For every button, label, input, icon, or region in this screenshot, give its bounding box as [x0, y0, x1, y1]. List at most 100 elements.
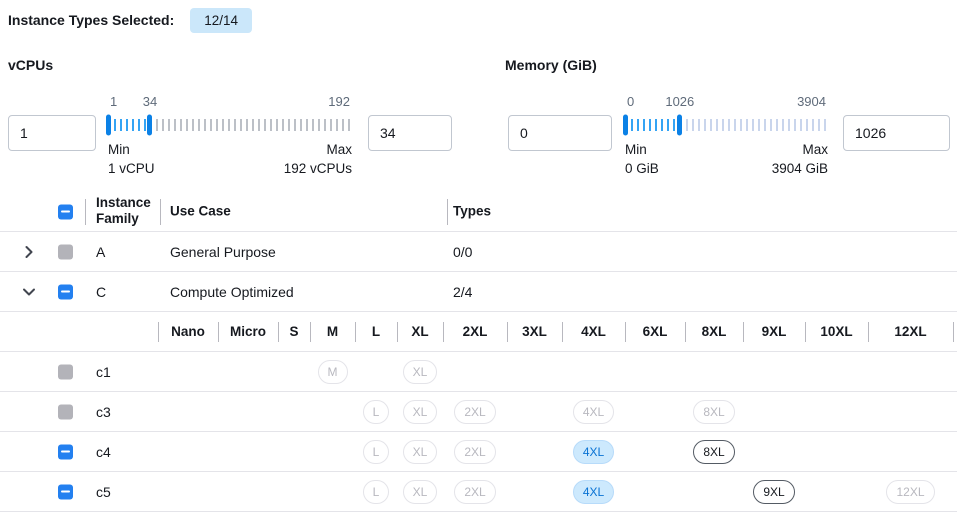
c4-9xl-cell [743, 432, 805, 471]
vcpus-slider-handle-min[interactable] [106, 114, 111, 136]
c1-micro-cell [218, 352, 278, 391]
memory-slider-handle-max[interactable] [676, 114, 682, 136]
family-checkbox-a [58, 244, 73, 259]
family-use-case: General Purpose [170, 243, 276, 260]
c5-9xl-pill[interactable]: 9XL [753, 479, 795, 504]
c5-s-cell [278, 472, 310, 511]
column-header-use-case: Use Case [170, 203, 231, 219]
c3-4xl-cell: 4XL [562, 392, 625, 431]
c3-l-pill: L [362, 399, 390, 424]
instance-size-pills: M XL [158, 352, 953, 391]
vcpus-ticks-selected [108, 119, 150, 131]
size-columns: Nano Micro S M L XL 2XL 3XL 4XL 6XL 8XL 9XL 10XL 12XL [158, 312, 953, 351]
memory-min-label: Min [625, 142, 647, 157]
family-row: C Compute Optimized 2/4 [0, 272, 957, 312]
c1-2xl-cell [443, 352, 507, 391]
size-column-header-xl: XL [397, 312, 443, 351]
family-name: A [96, 243, 106, 260]
chevron-right-icon[interactable] [21, 244, 37, 260]
indeterminate-dash-icon [61, 290, 70, 293]
selection-summary: Instance Types Selected: 12/14 [8, 6, 253, 34]
size-column-header-3xl: 3XL [507, 312, 562, 351]
c1-9xl-cell [743, 352, 805, 391]
c4-2xl-pill: 2XL [454, 439, 496, 464]
indeterminate-dash-icon [61, 210, 70, 213]
vcpus-max-input[interactable] [368, 115, 452, 151]
c4-8xl-pill[interactable]: 8XL [693, 439, 735, 464]
c4-4xl-pill[interactable]: 4XL [572, 439, 615, 464]
c3-l-cell: L [355, 392, 397, 431]
c5-l-cell: L [355, 472, 397, 511]
indeterminate-dash-icon [61, 450, 70, 453]
c1-l-cell [355, 352, 397, 391]
c4-nano-cell [158, 432, 218, 471]
c5-4xl-cell: 4XL [562, 472, 625, 511]
size-column-header-2xl: 2XL [443, 312, 507, 351]
family-row: A General Purpose 0/0 [0, 232, 957, 272]
size-column-header-10xl: 10XL [805, 312, 868, 351]
c1-m-pill: M [317, 359, 348, 384]
select-all-checkbox[interactable] [58, 204, 73, 219]
c3-2xl-cell: 2XL [443, 392, 507, 431]
c1-m-cell: M [310, 352, 355, 391]
c4-8xl-cell: 8XL [685, 432, 743, 471]
vcpus-scale-current: 34 [142, 94, 158, 109]
c4-micro-cell [218, 432, 278, 471]
c5-2xl-cell: 2XL [443, 472, 507, 511]
vcpus-slider-handle-max[interactable] [146, 114, 152, 136]
memory-slider-handle-min[interactable] [623, 114, 628, 136]
c5-12xl-cell: 12XL [868, 472, 953, 511]
c5-8xl-cell [685, 472, 743, 511]
c5-checkbox[interactable] [58, 484, 73, 499]
memory-slider-track[interactable] [623, 113, 828, 137]
c5-4xl-pill[interactable]: 4XL [572, 479, 615, 504]
c3-3xl-cell [507, 392, 562, 431]
instance-name: c4 [96, 443, 111, 460]
memory-min-sub: 0 GiB [625, 160, 659, 176]
vcpus-scale-min: 1 [110, 94, 118, 109]
c5-9xl-cell: 9XL [743, 472, 805, 511]
c3-s-cell [278, 392, 310, 431]
instance-size-pills: L XL 2XL 4XL 8XL [158, 392, 953, 431]
c1-xl-pill: XL [402, 359, 438, 384]
instance-name: c5 [96, 483, 111, 500]
c5-12xl-pill: 12XL [886, 479, 935, 504]
c5-6xl-cell [625, 472, 685, 511]
c4-10xl-cell [805, 432, 868, 471]
instance-size-pills: L XL 2XL 4XL 8XL [158, 432, 953, 471]
c3-6xl-cell [625, 392, 685, 431]
memory-max-input[interactable] [843, 115, 950, 151]
c3-9xl-cell [743, 392, 805, 431]
table-header-row: Instance Family Use Case Types [0, 192, 957, 232]
memory-slider: 0 1026 3904 Min 0 GiB Max 3904 GiB [623, 94, 828, 179]
c3-nano-cell [158, 392, 218, 431]
memory-scale-max: 3904 [797, 94, 826, 109]
header-divider [160, 198, 161, 225]
c1-3xl-cell [507, 352, 562, 391]
memory-min-input[interactable] [508, 115, 612, 151]
instance-name: c1 [96, 363, 111, 380]
selected-count-badge: 12/14 [190, 7, 253, 33]
size-column-header-8xl: 8XL [685, 312, 743, 351]
family-checkbox-c[interactable] [58, 284, 73, 299]
vcpus-max-label: Max [326, 142, 352, 157]
family-types-count: 0/0 [453, 243, 473, 260]
chevron-down-icon[interactable] [21, 284, 37, 300]
c1-checkbox [58, 364, 73, 379]
instance-row: c5 L XL 2XL 4XL 9XL 12XL [0, 472, 957, 512]
c1-12xl-cell [868, 352, 953, 391]
c3-m-cell [310, 392, 355, 431]
c3-checkbox [58, 404, 73, 419]
memory-ticks-rest [679, 119, 828, 131]
vcpus-slider-track[interactable] [106, 113, 352, 137]
vcpus-max-sub: 192 vCPUs [283, 160, 352, 176]
instance-family-table: Instance Family Use Case Types A General… [0, 192, 957, 512]
memory-max-label: Max [802, 142, 828, 157]
memory-ticks-selected [625, 119, 680, 131]
c4-checkbox[interactable] [58, 444, 73, 459]
vcpus-min-input[interactable] [8, 115, 96, 151]
vcpus-min-sub: 1 vCPU [108, 160, 155, 176]
instance-size-pills: L XL 2XL 4XL 9XL 12XL [158, 472, 953, 511]
c1-8xl-cell [685, 352, 743, 391]
vcpus-ticks-rest [149, 119, 352, 131]
